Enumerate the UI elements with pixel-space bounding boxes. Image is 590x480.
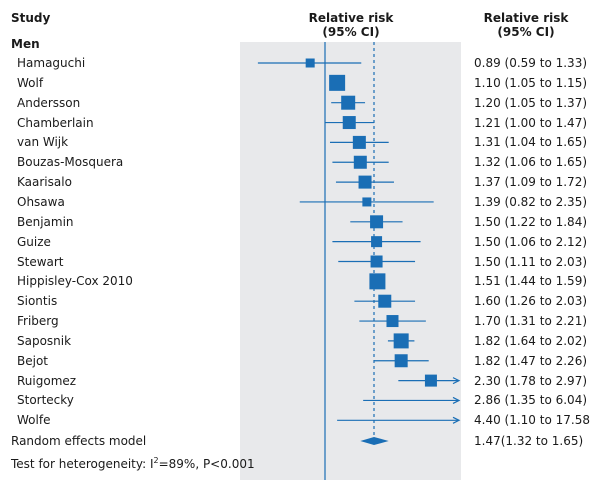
point-estimate-square [358,175,372,189]
rr-value: 1.31 (1.04 to 1.65) [474,135,588,150]
study-label: Wolf [17,75,44,90]
pooled-value: 1.47(1.32 to 1.65) [474,434,584,448]
study-label: Saposnik [17,333,72,348]
study-label: Hamaguchi [17,56,86,70]
rr-value: 1.50 (1.22 to 1.84) [474,214,588,229]
rr-value: 1.82 (1.64 to 2.02) [474,333,588,348]
study-label: Benjamin [17,214,74,229]
point-estimate-square [305,58,315,68]
point-estimate-square [370,215,384,229]
rr-value: 1.21 (1.00 to 1.47) [474,115,588,130]
rr-value: 1.51 (1.44 to 1.59) [474,274,588,289]
point-estimate-square [386,315,399,328]
study-label: Bouzas-Mosquera [17,155,124,170]
ci-arrow [452,416,461,424]
rr-value: 1.10 (1.05 to 1.15) [474,75,588,90]
study-label: Bejot [17,353,48,368]
point-estimate-square [370,255,383,268]
point-estimate-square [352,135,366,149]
study-label: Andersson [17,95,81,110]
rr-value: 1.39 (0.82 to 2.35) [474,194,588,209]
point-estimate-square [362,197,372,207]
point-estimate-square [394,354,408,368]
study-label: Friberg [17,314,59,329]
point-estimate-square [424,374,437,387]
point-estimate-square [378,294,392,308]
heterogeneity-prefix: Test for heterogeneity: I [11,457,154,471]
point-estimate-square [371,236,383,248]
study-label: Wolfe [17,413,51,428]
rr-header-line1: Relative risk [483,11,569,25]
rr-value: 1.37 (1.09 to 1.72) [474,175,588,190]
pooled-diamond [360,437,389,445]
point-estimate-square [353,155,367,169]
plot-header-line2: (95% CI) [322,25,380,39]
study-label: van Wijk [17,135,69,150]
rr-value: 1.50 (1.11 to 2.03) [474,254,588,269]
rr-value: 2.86 (1.35 to 6.04) [474,393,588,408]
plot-column-header: Relative risk (95% CI) [295,11,407,39]
heterogeneity-sup: 2 [153,456,159,465]
rr-value: 2.30 (1.78 to 2.97) [474,373,588,388]
pooled-label: Random effects model [11,434,147,448]
rr-value: 1.50 (1.06 to 2.12) [474,234,588,249]
study-label: Ruigomez [17,373,77,388]
rr-header-line2: (95% CI) [497,25,555,39]
point-estimate-square [342,116,356,130]
point-estimate-square [341,95,356,110]
study-label: Guize [17,234,51,249]
rr-value: 1.82 (1.47 to 2.26) [474,353,588,368]
plot-header-line1: Relative risk [308,11,394,25]
rr-column-header: Relative risk (95% CI) [470,11,582,39]
rr-value: 1.70 (1.31 to 2.21) [474,314,588,329]
study-label: Chamberlain [17,115,94,130]
rr-value: 4.40 (1.10 to 17.58) [474,413,590,428]
study-label: Siontis [17,294,58,309]
point-estimate-square [329,74,346,91]
heterogeneity-suffix: =89%, P<0.001 [158,457,255,471]
ci-arrow [452,396,461,404]
study-label: Ohsawa [17,194,65,209]
study-column-header: Study [11,11,51,25]
rr-value: 0.89 (0.59 to 1.33) [474,56,588,70]
rr-value: 1.32 (1.06 to 1.65) [474,155,588,170]
point-estimate-square [393,333,409,349]
study-label: Stortecky [17,393,74,408]
rr-value: 1.20 (1.05 to 1.37) [474,95,588,110]
group-label-men: Men [11,37,40,51]
heterogeneity-test: Test for heterogeneity: I2=89%, P<0.001 [11,454,255,471]
point-estimate-square [369,273,386,290]
rr-value: 1.60 (1.26 to 2.03) [474,294,588,309]
ci-arrow [452,377,461,385]
study-label: Kaarisalo [17,175,72,190]
study-label: Stewart [17,254,64,269]
study-label: Hippisley-Cox 2010 [17,274,133,289]
